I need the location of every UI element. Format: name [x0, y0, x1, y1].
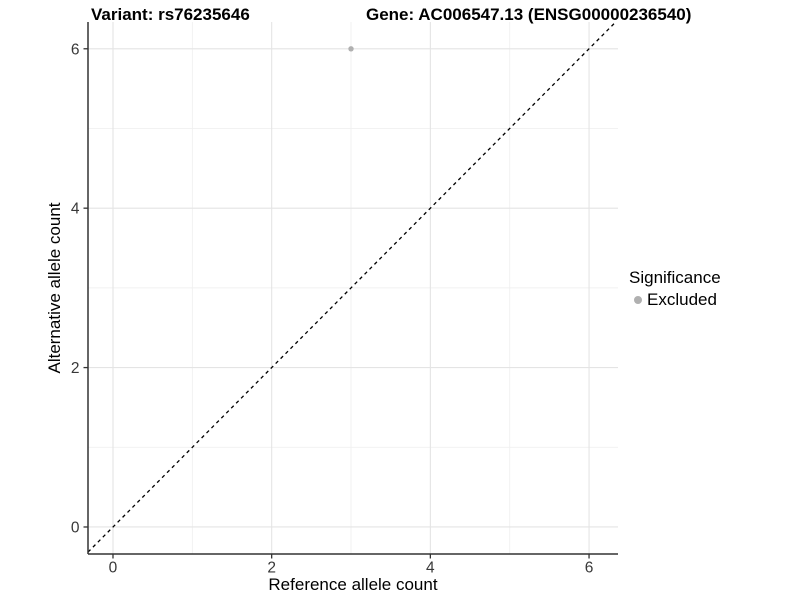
identity-reference-line	[87, 21, 617, 553]
data-point	[348, 46, 354, 52]
legend-item-label: Excluded	[647, 290, 717, 309]
excluded-point-icon	[633, 295, 642, 304]
x-axis-label: Reference allele count	[268, 575, 438, 594]
x-tick-label: 2	[267, 560, 276, 577]
y-tick-label: 6	[71, 41, 80, 58]
legend-item-excluded: Excluded	[629, 290, 799, 309]
plot-title-variant: Variant: rs76235646	[91, 5, 250, 24]
x-tick-label: 0	[109, 560, 118, 577]
y-tick-label: 4	[71, 201, 80, 218]
y-tick-label: 0	[71, 519, 80, 536]
plot-title-gene: Gene: AC006547.13 (ENSG00000236540)	[366, 5, 692, 24]
legend: Significance Excluded	[629, 267, 799, 309]
x-tick-label: 6	[585, 560, 594, 577]
x-tick-label: 4	[426, 560, 435, 577]
y-tick-label: 2	[71, 360, 80, 377]
legend-title: Significance	[629, 268, 721, 287]
y-axis-label: Alternative allele count	[45, 202, 64, 374]
legend-key	[629, 291, 646, 308]
